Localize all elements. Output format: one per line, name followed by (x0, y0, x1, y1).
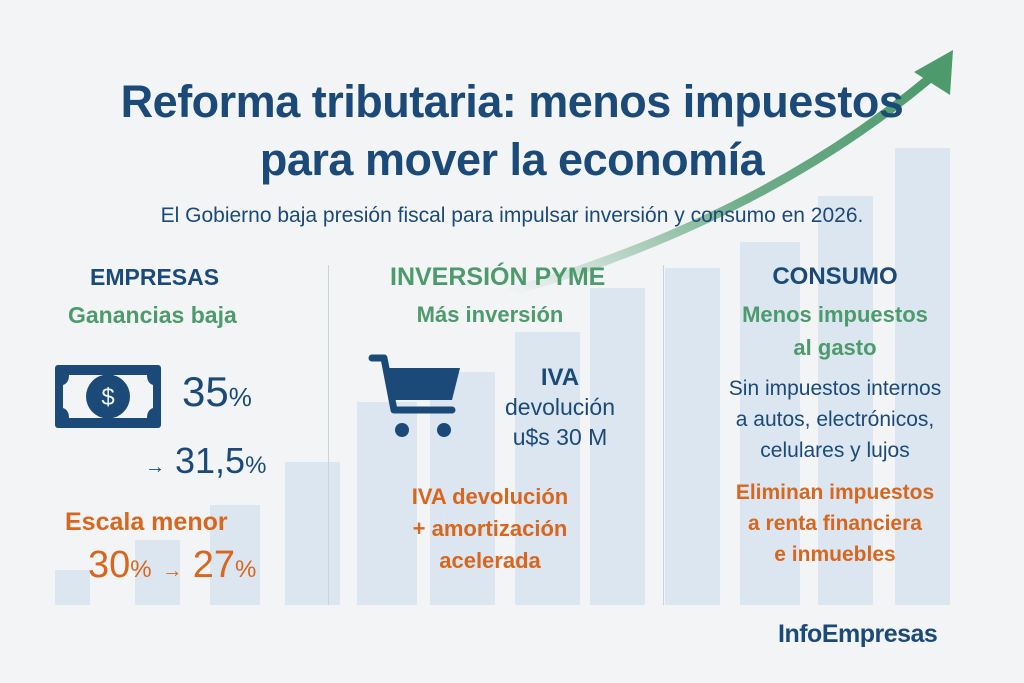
devolucion-label: devolución (505, 394, 615, 420)
bg-bar (665, 268, 720, 605)
rate-from: 35% (182, 368, 252, 415)
empresas-subheading: Ganancias baja (68, 302, 237, 328)
consumo-extra-2: a renta financiera (748, 512, 922, 535)
bg-bar (210, 505, 260, 605)
consumo-extra-1: Eliminan impuestos (735, 481, 935, 504)
empresas-heading: EMPRESAS (90, 264, 220, 290)
svg-text:$: $ (101, 384, 114, 411)
consumo-sub-1: Menos impuestos (742, 302, 928, 327)
title-line-2: para mover la economía (259, 134, 765, 185)
bg-bar (357, 402, 417, 605)
bg-bar (55, 570, 90, 605)
column-divider (663, 265, 664, 605)
pyme-extra-1: IVA devolución (411, 484, 569, 509)
bg-bar (818, 196, 873, 605)
bg-bar (590, 288, 645, 605)
shopping-cart-icon (368, 354, 460, 437)
bg-bar (895, 148, 950, 605)
bg-bar (135, 540, 180, 605)
consumo-body-3: celulares y lujos (760, 439, 910, 462)
scale-change: 30% → 27% (88, 544, 257, 586)
consumo-extra-3: e inmuebles (774, 543, 896, 566)
subtitle: El Gobierno baja presión fiscal para imp… (160, 204, 864, 227)
scale-label: Escala menor (65, 508, 228, 536)
consumo-body-2: a autos, electrónicos, (735, 408, 935, 431)
consumo-heading: CONSUMO (772, 263, 898, 290)
amount-label: u$s 30 M (512, 424, 608, 450)
title-line-1: Reforma tributaria: menos impuestos (120, 76, 904, 127)
banknote-icon: $ (55, 365, 161, 428)
rate-to: → 31,5% (145, 440, 267, 481)
iva-label: IVA (540, 364, 580, 391)
pyme-subheading: Más inversión (416, 302, 564, 327)
brand-logo: InfoEmpresas (778, 620, 938, 648)
consumo-body-1: Sin impuestos internos (728, 377, 942, 400)
pyme-heading: INVERSIÓN PYME (390, 263, 606, 291)
column-divider (328, 265, 329, 605)
bg-bar (515, 332, 580, 605)
bg-bar (740, 242, 800, 605)
consumo-sub-2: al gasto (793, 335, 877, 360)
bg-bar (285, 462, 340, 605)
pyme-extra-3: acelerada (439, 548, 541, 573)
pyme-extra-2: + amortización (412, 516, 568, 541)
